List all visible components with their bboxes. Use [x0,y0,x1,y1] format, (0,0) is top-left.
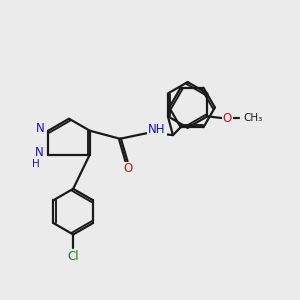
Text: NH: NH [148,123,166,136]
Text: Cl: Cl [68,250,79,263]
Text: O: O [223,112,232,125]
Text: O: O [124,163,133,176]
Text: CH₃: CH₃ [244,113,263,123]
Text: H: H [32,159,39,169]
Text: N: N [36,122,45,135]
Text: N: N [35,146,44,159]
